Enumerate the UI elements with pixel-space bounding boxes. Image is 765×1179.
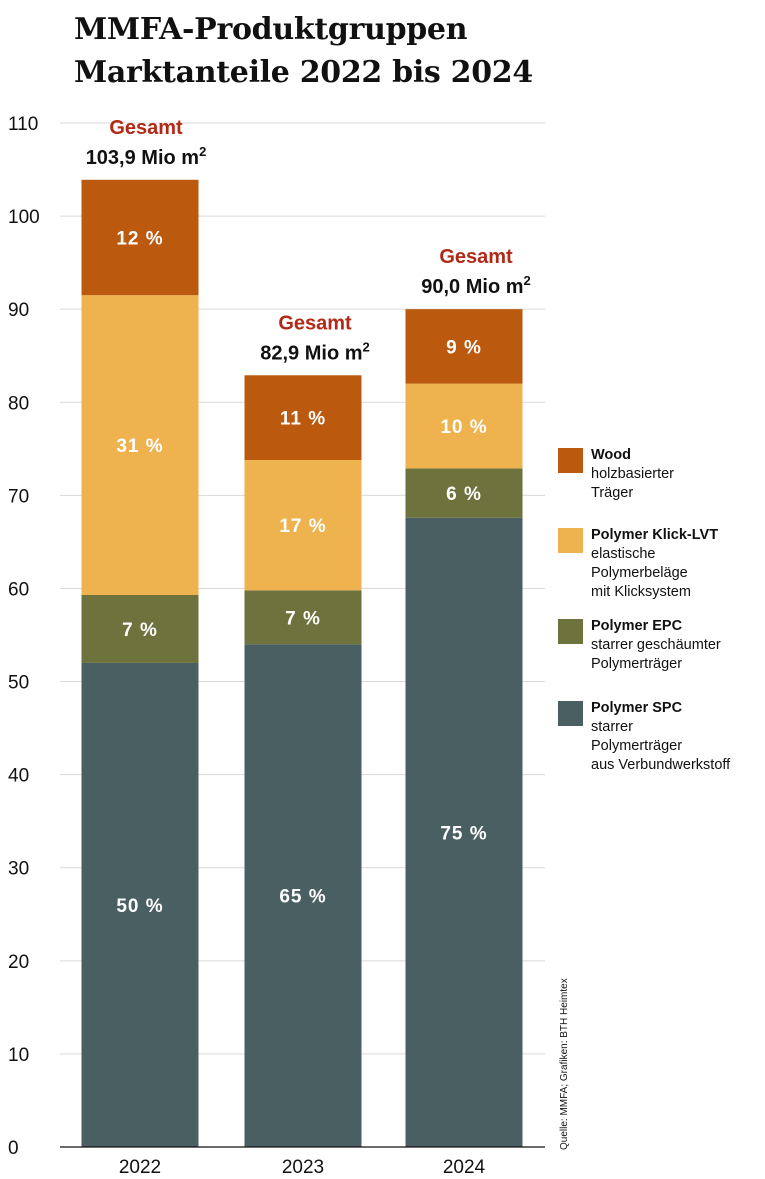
legend-name-polymer-spc: Polymer SPC: [591, 700, 683, 716]
legend-name-polymer-klick-lvt: Polymer Klick-LVT: [591, 527, 719, 543]
bar-2023-polymer-spc: [244, 644, 362, 1147]
chart-title-line-1: MMFA-Produktgruppen: [74, 12, 468, 47]
bar-label-2022-polymer-spc: 50 %: [116, 896, 163, 917]
bar-label-2023-polymer-spc: 65 %: [279, 887, 326, 908]
bar-label-2023-polymer-epc: 7 %: [285, 608, 321, 629]
bar-label-2024-polymer-epc: 6 %: [446, 484, 482, 505]
bar-label-2023-wood: 11 %: [280, 409, 326, 430]
legend-desc-polymer-epc: starrer geschäumter Polymerträger: [591, 637, 721, 672]
legend-desc-polymer-spc: starrer Polymerträger aus Verbundwerksto…: [591, 719, 731, 773]
bar-2022-polymer-klick-lvt: [81, 295, 199, 595]
x-tick-label-2022: 2022: [119, 1157, 161, 1178]
legend-item-polymer-epc: Polymer EPC starrer geschäumter Polymert…: [558, 617, 763, 699]
bar-2023-polymer-klick-lvt: [244, 459, 362, 591]
bar-2023-polymer-epc: [244, 590, 362, 645]
bar-label-2024-wood: 9 %: [446, 337, 482, 358]
total-superscript-2023: 2: [363, 339, 370, 354]
y-tick-label-40: 40: [8, 766, 29, 787]
legend-name-polymer-epc: Polymer EPC: [591, 618, 683, 634]
bar-label-2024-polymer-spc: 75 %: [440, 823, 487, 844]
y-tick-label-0: 0: [8, 1138, 19, 1159]
legend-item-polymer-spc: Polymer SPC starrer Polymerträger aus Ve…: [558, 699, 763, 779]
chart-title-line-2: Marktanteile 2022 bis 2024: [74, 55, 533, 90]
y-tick-label-50: 50: [8, 673, 29, 694]
bar-2023-wood: [244, 375, 362, 460]
y-tick-label-110: 110: [8, 114, 38, 135]
bar-2022-polymer-epc: [81, 594, 199, 663]
y-tick-label-100: 100: [8, 207, 40, 228]
bar-label-2023-polymer-klick-lvt: 17 %: [279, 516, 326, 537]
x-tick-label-2023: 2023: [282, 1157, 324, 1178]
legend-swatch-polymer-klick-lvt: [558, 528, 583, 553]
total-value-2022: 103,9 Mio m2: [86, 144, 207, 169]
bar-2022-wood: [81, 179, 199, 296]
legend-desc-wood: holzbasierter Träger: [591, 466, 675, 501]
bar-label-2022-polymer-epc: 7 %: [122, 620, 158, 641]
legend-item-wood: Wood holzbasierter Träger: [558, 446, 763, 526]
bar-label-2024-polymer-klick-lvt: 10 %: [440, 417, 487, 438]
total-heading-2024: Gesamt: [439, 246, 513, 268]
y-tick-label-10: 10: [8, 1045, 29, 1066]
total-value-2023: 82,9 Mio m2: [260, 339, 370, 364]
legend-swatch-polymer-spc: [558, 701, 583, 726]
y-tick-label-70: 70: [8, 486, 29, 507]
legend-swatch-wood: [558, 448, 583, 473]
bar-2024-polymer-epc: [405, 468, 523, 518]
legend-desc-polymer-klick-lvt: elastische Polymerbeläge mit Klicksystem: [591, 546, 691, 600]
total-superscript-2024: 2: [524, 273, 531, 288]
total-heading-2022: Gesamt: [109, 117, 183, 139]
legend-item-polymer-klick-lvt: Polymer Klick-LVT elastische Polymerbelä…: [558, 526, 763, 617]
y-tick-label-30: 30: [8, 859, 29, 880]
legend: Wood holzbasierter Träger Polymer Klick-…: [558, 446, 763, 779]
bar-label-2022-wood: 12 %: [116, 229, 163, 250]
bar-label-2022-polymer-klick-lvt: 31 %: [116, 436, 163, 457]
total-heading-2023: Gesamt: [278, 312, 352, 334]
legend-name-wood: Wood: [591, 447, 631, 463]
bar-2024-polymer-klick-lvt: [405, 383, 523, 469]
source-note: Quelle: MMFA; Grafiken: BTH Heimtex: [559, 978, 570, 1150]
bar-2024-polymer-spc: [405, 517, 523, 1147]
bar-2024-wood: [405, 309, 523, 384]
x-tick-label-2024: 2024: [443, 1157, 486, 1178]
bar-2022-polymer-spc: [81, 662, 199, 1147]
y-tick-label-20: 20: [8, 952, 29, 973]
total-superscript-2022: 2: [199, 144, 206, 159]
total-value-2024: 90,0 Mio m2: [421, 273, 531, 298]
legend-swatch-polymer-epc: [558, 619, 583, 644]
y-tick-label-90: 90: [8, 300, 29, 321]
y-tick-label-60: 60: [8, 579, 29, 600]
y-tick-label-80: 80: [8, 393, 29, 414]
